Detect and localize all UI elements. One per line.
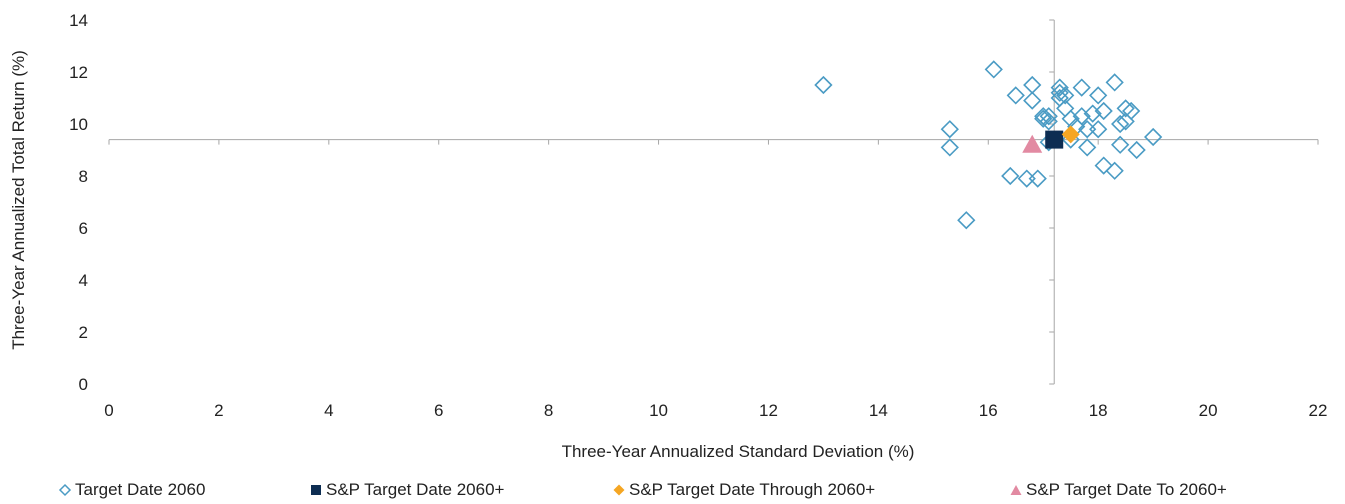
target-date-2060-point — [1056, 86, 1075, 105]
target-date-2060-point — [1023, 75, 1042, 95]
target-date-2060-point — [1105, 73, 1124, 92]
x-tick-label: 4 — [324, 401, 333, 420]
legend-marker-diamond-icon — [613, 484, 625, 496]
target-date-2060-point — [940, 138, 959, 157]
y-tick-label: 2 — [79, 323, 88, 342]
x-tick-label: 10 — [649, 401, 668, 420]
sp-target-date-to-2060-point — [1022, 134, 1043, 153]
legend-item-target-date-2060: Target Date 2060 — [58, 476, 205, 504]
legend: Target Date 2060 S&P Target Date 2060+ S… — [0, 476, 1345, 504]
legend-marker-open-diamond-icon — [58, 483, 72, 497]
target-date-2060-point — [1105, 161, 1124, 180]
y-axis-title: Three-Year Annualized Total Return (%) — [9, 50, 28, 350]
target-date-2060-point — [814, 75, 833, 95]
x-tick-label: 14 — [869, 401, 888, 420]
legend-item-sp-target-date-2060: S&P Target Date 2060+ — [309, 476, 504, 504]
x-tick-label: 6 — [434, 401, 443, 420]
target-date-2060-point — [1039, 112, 1058, 131]
legend-marker-triangle-icon — [1010, 485, 1022, 495]
target-date-2060-point — [1122, 101, 1141, 121]
target-date-2060-point — [1028, 169, 1047, 188]
y-tick-label: 10 — [69, 115, 88, 134]
target-date-2060-point — [1034, 109, 1053, 128]
target-date-2060-point — [1050, 78, 1069, 97]
scatter-chart: 0 2 4 6 8 10 12 14 16 18 20 22 0 2 4 6 8 10 12 14 Three-Yea… — [9, 11, 1328, 461]
legend-marker-square-icon — [311, 485, 321, 495]
target-date-2060-point — [1072, 78, 1091, 97]
x-tick-label: 16 — [979, 401, 998, 420]
target-date-2060-point — [1116, 99, 1135, 118]
target-date-2060-point — [1111, 114, 1130, 134]
x-tick-label: 8 — [544, 401, 553, 420]
legend-label: S&P Target Date To 2060+ — [1026, 480, 1227, 499]
legend-item-sp-target-date-to-2060: S&P Target Date To 2060+ — [1009, 476, 1227, 504]
target-date-2060-point — [1050, 83, 1069, 102]
target-date-2060-point — [1017, 169, 1036, 188]
target-date-2060-point — [1006, 86, 1025, 105]
target-date-2060-point — [1089, 86, 1108, 105]
x-tick-label: 20 — [1199, 401, 1218, 420]
target-date-2060-point — [1072, 107, 1091, 126]
y-tick-label: 6 — [79, 219, 88, 238]
target-date-2060-point — [1094, 101, 1113, 121]
target-date-2060-point — [1089, 120, 1108, 139]
target-date-2060-point — [1001, 166, 1020, 186]
sp-target-date-2060-point — [1045, 130, 1064, 149]
target-date-2060-point — [984, 60, 1003, 79]
y-tick-label: 12 — [69, 63, 88, 82]
target-date-2060-point — [1127, 140, 1146, 160]
x-tick-label: 0 — [104, 401, 113, 420]
y-tick-label: 14 — [69, 11, 88, 30]
x-tick-label: 18 — [1089, 401, 1108, 420]
y-tick-label: 8 — [79, 167, 88, 186]
target-date-2060-point — [940, 120, 959, 139]
sp-target-date-through-2060-point — [1061, 125, 1080, 144]
target-date-2060-point — [1144, 127, 1163, 147]
legend-item-sp-target-date-through-2060: S&P Target Date Through 2060+ — [612, 476, 875, 504]
target-date-2060-point — [957, 211, 976, 230]
target-date-2060-point — [1111, 135, 1130, 154]
target-date-2060-point — [1023, 91, 1042, 110]
target-date-2060-point — [1039, 107, 1058, 126]
x-axis-title: Three-Year Annualized Standard Deviation… — [562, 442, 915, 461]
y-tick-label: 4 — [79, 271, 88, 290]
x-tick-label: 22 — [1309, 401, 1328, 420]
legend-label: Target Date 2060 — [75, 480, 206, 499]
y-tick-label: 0 — [79, 375, 88, 394]
x-tick-label: 12 — [759, 401, 778, 420]
target-date-2060-point — [1094, 156, 1113, 175]
target-date-2060-point — [1083, 104, 1102, 123]
legend-label: S&P Target Date Through 2060+ — [629, 480, 876, 499]
target-date-2060-point — [1078, 138, 1097, 157]
legend-label: S&P Target Date 2060+ — [326, 480, 505, 499]
x-tick-label: 2 — [214, 401, 223, 420]
